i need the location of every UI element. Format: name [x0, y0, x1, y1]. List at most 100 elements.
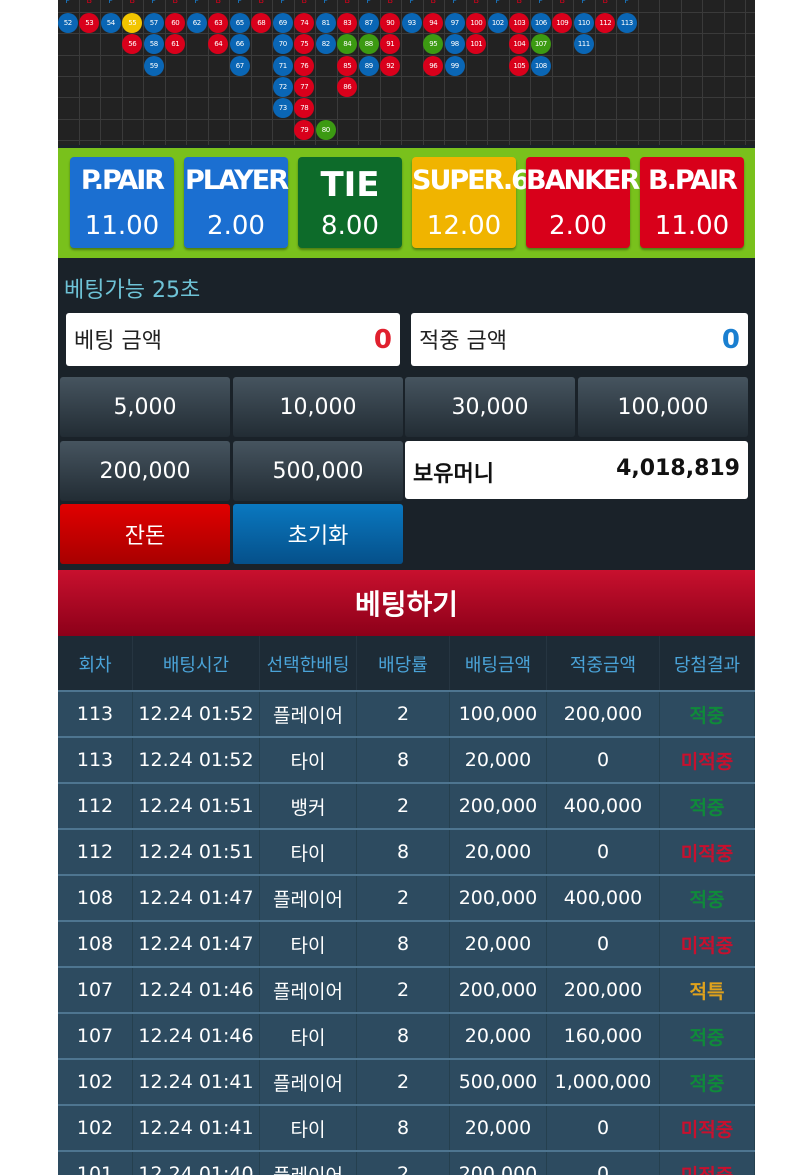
bet-options-panel: P.PAIR 11.00 PLAYER 2.00 TIE 8.00 SUPER.6 12.00… — [58, 148, 755, 258]
table-cell: 2 — [357, 876, 450, 920]
road-bead: 68 — [251, 13, 272, 33]
grid-line — [143, 0, 144, 145]
bet-odds: 11.00 — [654, 211, 730, 241]
road-bead: 93 — [401, 13, 422, 33]
table-cell: 200,000 — [450, 968, 547, 1012]
bet-odds: 2.00 — [549, 211, 607, 241]
balance-label: 보유머니 — [413, 462, 494, 487]
grid-line — [121, 0, 123, 145]
table-cell: 200,000 — [450, 1152, 547, 1175]
table-cell: 400,000 — [547, 876, 660, 920]
bet-p-pair-button[interactable]: P.PAIR 11.00 — [70, 157, 174, 248]
bet-super-6-button[interactable]: SUPER.6 12.00 — [412, 157, 530, 248]
table-row: 112 12.24 01:51 뱅커 2 200,000 400,000 적중 — [58, 782, 755, 828]
road-bead: 52 — [58, 13, 78, 33]
grid-line — [680, 0, 682, 145]
road-bead: 97 — [444, 13, 465, 33]
bet-player-button[interactable]: PLAYER 2.00 — [184, 157, 289, 248]
road-bead: 102 — [487, 13, 508, 33]
chip-30000-button[interactable]: 30,000 — [405, 377, 575, 437]
road-bead: 105 — [509, 55, 530, 76]
change-button[interactable]: 잔돈 — [60, 504, 230, 564]
grid-line — [78, 0, 80, 145]
reset-button[interactable]: 초기화 — [233, 504, 403, 564]
place-bet-button[interactable]: 베팅하기 — [58, 570, 755, 636]
table-cell: 0 — [547, 830, 660, 874]
bet-label: TIE — [320, 165, 380, 205]
road-column-header: P — [624, 0, 630, 5]
table-cell: 타이 — [260, 738, 357, 782]
table-cell: 8 — [357, 830, 450, 874]
table-cell: 8 — [357, 1106, 450, 1150]
table-cell: 112 — [58, 830, 133, 874]
grid-line — [164, 0, 166, 145]
road-column-header: P — [581, 0, 587, 5]
table-cell: 113 — [58, 738, 133, 782]
bet-tie-button[interactable]: TIE 8.00 — [298, 157, 402, 248]
bet-banker-button[interactable]: BANKER 2.00 — [526, 157, 640, 248]
bet-b-pair-button[interactable]: B.PAIR 11.00 — [640, 157, 744, 248]
road-bead: 56 — [122, 34, 143, 55]
result-cell: 미적중 — [660, 830, 755, 874]
balance-display: 보유머니 4,018,819 — [405, 441, 748, 499]
grid-line — [594, 0, 596, 145]
grid-line — [58, 33, 755, 35]
road-column-header: B — [172, 0, 179, 5]
table-cell: 12.24 01:52 — [133, 738, 260, 782]
road-column-header: P — [538, 0, 544, 5]
result-cell: 적중 — [660, 1060, 755, 1104]
column-header: 배팅시간 — [133, 636, 260, 691]
road-bead: 72 — [272, 76, 293, 97]
chip-200000-button[interactable]: 200,000 — [60, 441, 230, 501]
table-cell: 12.24 01:40 — [133, 1152, 260, 1175]
road-column-header: P — [108, 0, 114, 5]
road-bead: 58 — [143, 34, 164, 55]
road-bead: 64 — [208, 34, 229, 55]
table-cell: 1,000,000 — [547, 1060, 660, 1104]
grid-line — [401, 0, 402, 145]
bet-amount-field: 베팅 금액 0 — [66, 313, 400, 366]
table-cell: 12.24 01:46 — [133, 968, 260, 1012]
table-cell: 뱅커 — [260, 784, 357, 828]
grid-line — [551, 0, 553, 145]
road-bead: 88 — [358, 34, 379, 55]
road-column-header: B — [387, 0, 394, 5]
road-bead: 100 — [466, 13, 487, 33]
win-amount-label: 적중 금액 — [419, 329, 507, 354]
table-cell: 107 — [58, 1014, 133, 1058]
road-bead: 91 — [380, 34, 401, 55]
grid-line — [58, 118, 755, 120]
grid-line — [702, 0, 703, 145]
grid-line — [508, 0, 510, 145]
table-cell: 12.24 01:41 — [133, 1106, 260, 1150]
table-cell: 102 — [58, 1060, 133, 1104]
road-bead: 83 — [337, 13, 358, 33]
result-cell: 미적중 — [660, 738, 755, 782]
bet-amount-value: 0 — [373, 325, 392, 355]
bet-label: BANKER — [526, 165, 640, 196]
road-bead: 80 — [315, 119, 336, 140]
grid-line — [422, 0, 424, 145]
road-bead: 87 — [358, 13, 379, 33]
grid-line — [207, 0, 209, 145]
grid-line — [530, 0, 531, 145]
grid-line — [465, 0, 467, 145]
road-bead: 94 — [423, 13, 444, 33]
road-column-header: P — [151, 0, 157, 5]
grid-line — [272, 0, 273, 145]
win-amount-value: 0 — [721, 325, 740, 355]
table-cell: 400,000 — [547, 784, 660, 828]
result-cell: 적중 — [660, 1014, 755, 1058]
road-bead: 89 — [358, 55, 379, 76]
table-cell: 타이 — [260, 922, 357, 966]
table-cell: 112 — [58, 784, 133, 828]
table-cell: 100,000 — [450, 692, 547, 736]
table-cell: 8 — [357, 922, 450, 966]
chip-5000-button[interactable]: 5,000 — [60, 377, 230, 437]
road-column-header: P — [495, 0, 501, 5]
chip-10000-button[interactable]: 10,000 — [233, 377, 403, 437]
road-column-header: B — [602, 0, 609, 5]
chip-500000-button[interactable]: 500,000 — [233, 441, 403, 501]
road-bead: 65 — [229, 13, 250, 33]
chip-100000-button[interactable]: 100,000 — [578, 377, 748, 437]
